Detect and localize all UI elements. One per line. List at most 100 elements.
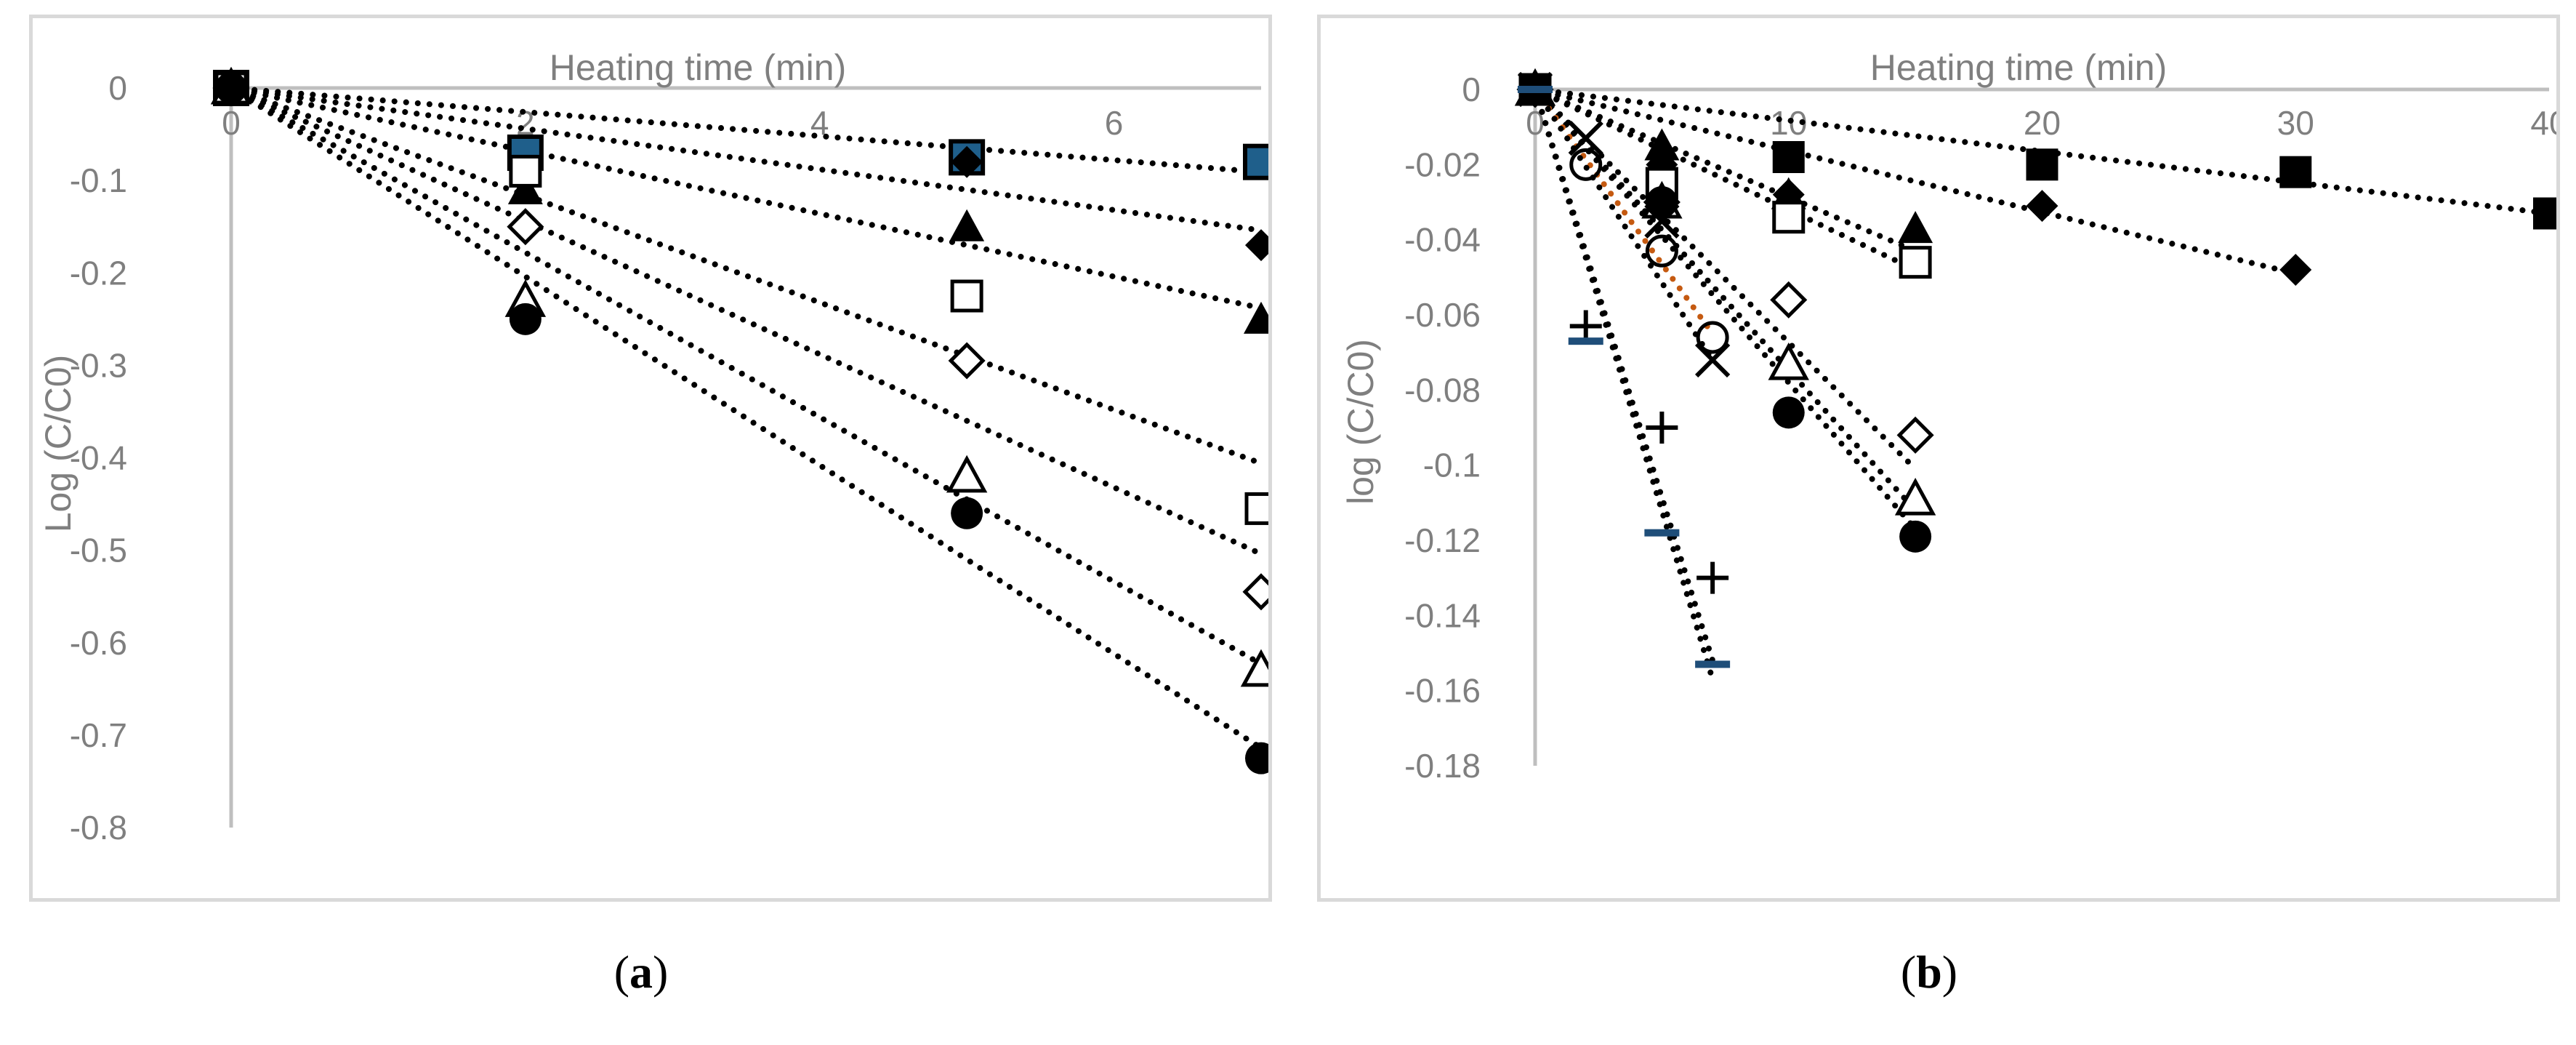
chart-b-data-point [1898,211,1933,244]
chart-b-data-point [1645,234,1678,268]
chart-a-xtick-label: 0 [222,104,241,142]
chart-a-trendline [228,85,1264,311]
chart-b-xtick-label: 20 [2024,104,2061,142]
chart-b-data-point [1568,337,1603,345]
chart-a-data-point [509,154,542,188]
chart-b-ytick-label: -0.14 [1404,596,1481,634]
chart-a-trendline [228,85,1264,467]
chart-b-data-point [1772,201,1806,234]
chart-a-data-point [950,279,983,313]
chart-b-data-point [1695,660,1731,668]
chart-b-data-point [1646,412,1678,444]
chart-b-ytick-label: -0.12 [1404,521,1481,559]
chart-a-xtick-label: 6 [1105,104,1124,142]
chart-a-data-point [507,208,544,246]
chart-a-ytick-label: -0.4 [70,439,127,477]
chart-b-data-point [1695,342,1731,378]
chart-a-data-point [948,342,986,380]
chart-b-data-point [1894,477,1936,516]
chart-b-svg: 0102030400-0.02-0.04-0.06-0.08-0.1-0.12-… [1340,47,2556,785]
chart-b-trendline [1532,87,1919,255]
chart-panel-a: 0 2 4 6 0 -0.1 -0.2 -0.3 -0.4 -0.5 -0.6 -0.7 -0.8 He… [29,15,1272,902]
chart-a-trendline [228,85,1264,233]
chart-a-data-point [951,497,983,529]
chart-b-data-point [1569,148,1603,181]
chart-a-data-point [509,303,542,335]
chart-b-xlabel: Heating time (min) [1870,47,2167,88]
chart-b-ytick-label: -0.08 [1404,371,1481,409]
chart-panel-b: 0102030400-0.02-0.04-0.06-0.08-0.1-0.12-… [1317,15,2560,902]
chart-a-trendline [228,85,1264,557]
chart-b-trendline [1532,87,2299,277]
caption-a: (a) [613,946,669,998]
chart-a-data-point [1244,492,1268,525]
chart-a-ytick-label: -0.2 [70,254,127,292]
chart-b-ytick-label: 0 [1462,71,1481,108]
chart-a-trendline [228,85,1264,175]
chart-a-data-point [949,209,985,241]
chart-b-data-point [1644,203,1680,239]
chart-a-ytick-label: -0.5 [70,532,127,569]
chart-a-ytick-label: -0.7 [70,716,127,754]
chart-a-data-point [1240,649,1268,687]
caption-b-letter: b [1916,946,1942,998]
chart-b-data-point [1569,310,1602,343]
chart-b-data-point [2026,190,2058,223]
chart-b-trendline [1532,87,1919,273]
chart-b-trendline [1532,87,1716,664]
chart-b-data-point [2279,254,2312,286]
chart-b-data-point [1644,529,1680,537]
chart-b-trendline [1532,87,1716,337]
chart-a-data-point [1242,573,1268,611]
chart-a-ylabel: Log (C/C0) [38,355,79,533]
chart-b-data-point [1770,281,1808,319]
chart-b-ylabel: log (C/C0) [1340,339,1381,505]
chart-a-ytick-label: -0.8 [70,809,127,846]
chart-a-data-point [507,172,543,204]
chart-a-trendline [228,85,1264,667]
chart-b-xtick-label: 30 [2277,104,2314,142]
chart-b-xtick-label: 40 [2530,104,2556,142]
chart-a-ytick-label: -0.1 [70,161,127,199]
chart-b-trendline [1532,87,1919,472]
chart-b-data-point [1896,416,1934,454]
chart-a-trendline [228,85,1264,751]
chart-a-data-point [946,455,988,493]
chart-b-data-point [1568,121,1603,156]
caption-a-letter: a [629,946,653,998]
chart-b-ytick-label: -0.1 [1423,447,1481,484]
chart-a-data-point [1245,742,1268,774]
chart-b-data-point [2533,197,2556,230]
chart-b-trendline [1532,87,1919,532]
chart-b-data-point [1518,86,1553,93]
chart-b-data-point [1899,246,1932,279]
chart-b-data-point [1772,141,1805,173]
chart-b-ytick-label: -0.06 [1404,296,1481,334]
chart-b-data-point [1899,520,1932,553]
chart-b-ytick-label: -0.16 [1404,672,1481,710]
chart-a-data-point [1244,301,1268,334]
chart-a-data-point [1243,143,1268,180]
chart-a-ytick-label: 0 [108,69,127,107]
chart-b-data-point [2026,148,2058,181]
chart-b-data-point [1646,186,1678,218]
chart-b-ytick-label: -0.02 [1404,145,1481,183]
chart-b-data-point [1696,321,1729,354]
chart-b-data-point [1696,561,1729,594]
chart-b-data-point [1772,396,1805,429]
caption-b: (b) [1900,946,1958,998]
chart-a-ytick-label: -0.3 [70,346,127,384]
chart-b-data-point [1644,128,1680,161]
chart-a-xlabel: Heating time (min) [550,47,846,88]
chart-b-ytick-label: -0.18 [1404,747,1481,785]
chart-a-data-point [215,72,247,104]
chart-b-ytick-label: -0.04 [1404,221,1481,259]
chart-a-data-point [951,145,983,178]
chart-a-data-point [1245,229,1268,262]
chart-b-data-point [1768,342,1809,380]
chart-a-ytick-label: -0.6 [70,624,127,662]
chart-a-svg: 0 2 4 60-0.1-0.2-0.3-0.4-0.5-0.6-0.7-0.8 He… [38,47,1268,846]
chart-b-data-point [2279,156,2312,188]
chart-b-trendline [1532,87,1716,683]
chart-b-trendline [1532,87,1716,363]
